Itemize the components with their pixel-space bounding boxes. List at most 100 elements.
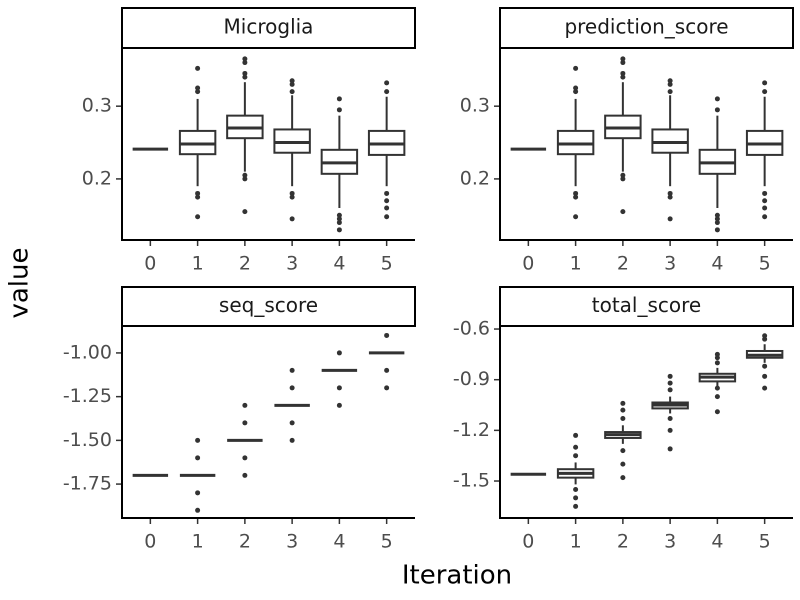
- outlier: [195, 490, 201, 496]
- outlier: [195, 190, 201, 196]
- outlier: [667, 81, 673, 87]
- outlier: [573, 214, 579, 220]
- y-tick-label: 0.2: [82, 167, 112, 189]
- outlier: [289, 385, 295, 391]
- y-tick-label: 0.2: [460, 167, 490, 189]
- outlier: [242, 56, 248, 62]
- x-tick-label: 5: [759, 531, 771, 553]
- outlier: [195, 214, 201, 220]
- outlier: [620, 461, 626, 467]
- outlier: [573, 503, 579, 509]
- panel-title: Microglia: [224, 15, 314, 39]
- x-tick-label: 1: [570, 253, 582, 275]
- outlier: [336, 220, 342, 226]
- outlier: [195, 194, 201, 200]
- outlier: [336, 96, 342, 102]
- outlier: [762, 214, 768, 220]
- x-tick-label: 0: [522, 253, 534, 275]
- x-tick-label: 4: [711, 531, 723, 553]
- outlier: [620, 70, 626, 76]
- outlier: [242, 60, 248, 66]
- outlier: [714, 216, 720, 222]
- outlier: [289, 89, 295, 95]
- outlier: [620, 416, 626, 422]
- y-tick-label: -1.25: [63, 385, 112, 407]
- outlier: [336, 216, 342, 222]
- outlier: [573, 486, 579, 492]
- outlier: [573, 89, 579, 95]
- outlier: [573, 190, 579, 196]
- outlier: [242, 176, 248, 182]
- strip: [121, 286, 416, 327]
- outlier: [573, 194, 579, 200]
- x-tick-label: 2: [239, 253, 251, 275]
- outlier: [289, 420, 295, 426]
- outlier: [195, 455, 201, 461]
- outlier: [289, 367, 295, 373]
- x-tick-label: 1: [192, 531, 204, 553]
- outlier: [620, 475, 626, 481]
- outlier: [289, 437, 295, 443]
- x-tick-label: 4: [333, 531, 345, 553]
- outlier: [667, 190, 673, 196]
- outlier: [762, 385, 768, 391]
- outlier: [242, 402, 248, 408]
- outlier: [289, 78, 295, 84]
- outlier: [667, 78, 673, 84]
- outlier: [667, 387, 673, 393]
- panel-title: prediction_score: [564, 15, 728, 39]
- panel-title: total_score: [592, 293, 701, 317]
- outlier: [667, 427, 673, 433]
- x-tick-label: 3: [286, 253, 298, 275]
- outlier: [195, 437, 201, 443]
- outlier: [667, 373, 673, 379]
- outlier: [714, 227, 720, 233]
- y-tick-label: -1.2: [453, 419, 490, 441]
- outlier: [667, 89, 673, 95]
- outlier: [195, 85, 201, 91]
- outlier: [336, 402, 342, 408]
- outlier: [714, 96, 720, 102]
- x-tick-label: 2: [239, 531, 251, 553]
- outlier: [242, 209, 248, 215]
- outlier: [620, 176, 626, 182]
- outlier: [336, 227, 342, 233]
- outlier: [195, 507, 201, 513]
- strip: [499, 286, 794, 327]
- outlier: [573, 65, 579, 71]
- outlier: [714, 394, 720, 400]
- outlier: [384, 89, 390, 95]
- outlier: [667, 416, 673, 422]
- outlier: [714, 220, 720, 226]
- outlier: [573, 432, 579, 438]
- y-tick-label: -0.6: [453, 318, 490, 340]
- y-tick-label: 0.3: [460, 95, 490, 117]
- y-tick-label: -1.75: [63, 473, 112, 495]
- x-tick-label: 2: [617, 253, 629, 275]
- outlier: [384, 367, 390, 373]
- outlier: [573, 453, 579, 459]
- outlier: [289, 194, 295, 200]
- outlier: [667, 216, 673, 222]
- outlier: [620, 448, 626, 454]
- outlier: [384, 190, 390, 196]
- outlier: [762, 333, 768, 339]
- outlier: [620, 172, 626, 178]
- outlier: [573, 495, 579, 501]
- outlier: [336, 385, 342, 391]
- outlier: [714, 212, 720, 218]
- x-tick-label: 3: [664, 531, 676, 553]
- x-tick-label: 0: [144, 531, 156, 553]
- outlier: [289, 81, 295, 87]
- outlier: [714, 360, 720, 366]
- outlier: [620, 74, 626, 80]
- strip: [121, 7, 416, 49]
- outlier: [762, 373, 768, 379]
- outlier: [667, 446, 673, 452]
- outlier: [242, 74, 248, 80]
- strip: [499, 7, 794, 49]
- y-tick-label: -0.9: [453, 368, 490, 390]
- x-tick-label: 0: [522, 531, 534, 553]
- y-tick-label: -1.5: [453, 470, 490, 492]
